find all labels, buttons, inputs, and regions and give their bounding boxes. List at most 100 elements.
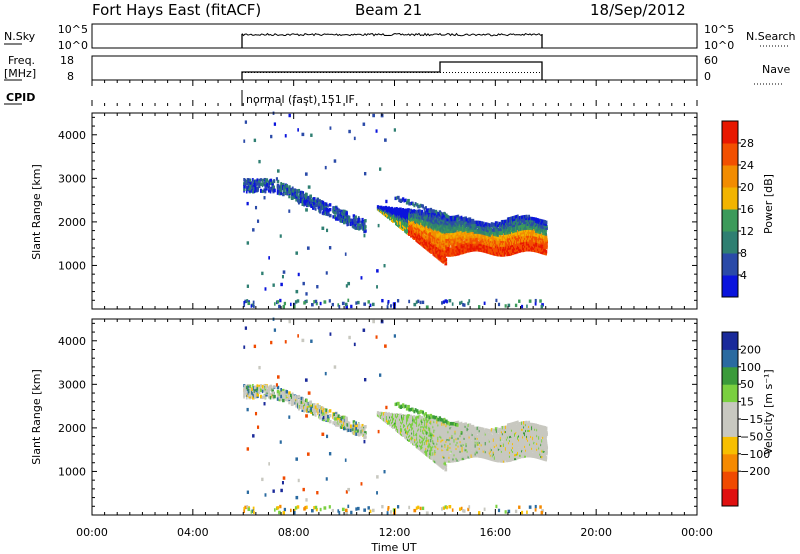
velocity-cell — [433, 421, 436, 426]
velocity-cell — [341, 507, 345, 512]
power-cell — [264, 181, 267, 186]
power-cell — [409, 201, 412, 206]
power-cell — [525, 244, 528, 248]
power-cell — [501, 239, 504, 243]
power-cell — [280, 282, 283, 287]
power-cell — [499, 227, 502, 232]
velocity-cell — [421, 417, 423, 422]
velocity-cell — [246, 447, 250, 451]
power-cell — [422, 230, 425, 234]
velocity-cell — [436, 433, 439, 438]
power-cell — [406, 217, 408, 221]
velocity-cell — [263, 384, 266, 388]
power-cell — [465, 218, 469, 222]
power-cell — [434, 228, 437, 232]
power-cell — [458, 230, 461, 234]
power-cell — [400, 222, 402, 226]
velocity-cell — [432, 452, 434, 456]
power-cell — [453, 227, 456, 231]
power-cell — [486, 246, 489, 250]
power-cell — [506, 250, 510, 255]
power-cell — [503, 251, 506, 255]
power-cell — [247, 185, 250, 189]
power-cell — [501, 253, 504, 257]
power-cell — [437, 217, 440, 221]
power-cell — [435, 217, 438, 221]
power-cell — [514, 223, 517, 227]
power-cell — [424, 206, 427, 210]
velocity-cell — [449, 429, 452, 434]
power-cell — [505, 252, 508, 257]
velocity-cell — [328, 409, 332, 413]
power-cell — [372, 113, 375, 118]
power-cell — [416, 239, 418, 243]
power-cell — [476, 242, 479, 246]
power-cell — [421, 221, 423, 225]
velocity-cell — [423, 433, 425, 437]
power-cell — [529, 242, 532, 246]
power-cell — [533, 246, 535, 251]
power-cell — [524, 248, 526, 252]
power-cell — [449, 219, 452, 224]
power-cell — [335, 217, 338, 221]
velocity-cell — [377, 429, 380, 434]
power-cell — [423, 238, 426, 243]
power-cell — [413, 217, 415, 221]
power-cell — [435, 254, 438, 259]
velocity-cell — [441, 507, 443, 511]
power-cell — [518, 224, 521, 228]
velocity-cell — [288, 319, 291, 324]
power-cell — [310, 202, 314, 207]
power-cell — [444, 258, 448, 262]
velocity-cell — [327, 418, 330, 423]
velocity-cell — [364, 431, 367, 435]
power-cell — [391, 211, 394, 215]
power-cell — [536, 235, 538, 239]
power-cell — [545, 228, 548, 232]
power-cell — [312, 197, 316, 201]
velocity-cell — [427, 432, 429, 436]
velocity-cell — [376, 491, 378, 495]
power-cell — [483, 301, 486, 305]
velocity-cell — [348, 421, 350, 426]
power-cell — [419, 300, 422, 305]
power-cell — [318, 201, 320, 206]
power-cell — [290, 196, 294, 201]
power-cell — [544, 226, 547, 230]
velocity-cell — [245, 391, 249, 396]
power-cell — [528, 248, 530, 252]
velocity-cell — [321, 417, 324, 421]
power-cell — [471, 236, 474, 240]
power-cell — [288, 190, 291, 194]
velocity-cell — [276, 397, 279, 401]
velocity-cell — [319, 507, 322, 512]
power-cell — [314, 199, 318, 203]
power-cell — [386, 305, 389, 309]
velocity-cell — [456, 450, 459, 454]
power-cell — [413, 302, 417, 307]
power-cell — [506, 238, 509, 243]
power-cell — [533, 232, 535, 237]
power-cell — [319, 301, 322, 306]
velocity-cell — [316, 491, 319, 495]
velocity-cell — [417, 505, 420, 510]
power-cell — [521, 219, 524, 223]
velocity-cell — [403, 424, 405, 429]
velocity-cell — [380, 416, 383, 420]
velocity-cell — [407, 427, 410, 432]
velocity-cell — [328, 452, 332, 456]
velocity-cell — [400, 428, 402, 432]
velocity-cell — [244, 505, 248, 510]
power-cell — [539, 232, 542, 236]
velocity-cell — [436, 441, 439, 446]
power-cell — [379, 167, 382, 171]
power-cell — [416, 233, 418, 237]
power-cell — [528, 214, 531, 219]
power-cell — [542, 251, 544, 255]
power-cell — [498, 223, 501, 228]
power-cell — [347, 281, 351, 286]
velocity-cell — [478, 511, 481, 515]
power-cell — [417, 233, 419, 238]
power-cell — [297, 188, 301, 193]
power-cell — [475, 242, 478, 246]
